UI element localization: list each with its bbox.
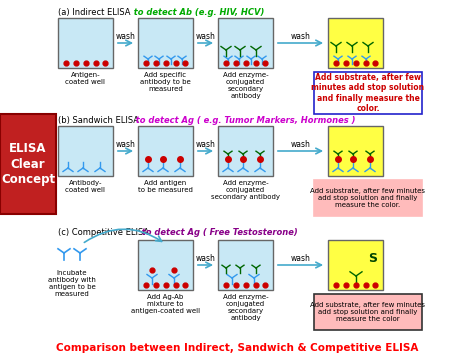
Text: wash: wash — [116, 32, 136, 41]
Text: Antigen-
coated well: Antigen- coated well — [65, 72, 106, 85]
Text: Antibody-
coated well: Antibody- coated well — [65, 180, 106, 193]
Bar — [328, 126, 383, 176]
Text: Add substrate, after few minutes
add stop solution and finally
measure the color: Add substrate, after few minutes add sto… — [310, 302, 426, 322]
Text: to detect Ab (e.g. HIV, HCV): to detect Ab (e.g. HIV, HCV) — [128, 8, 264, 17]
Text: (a) Indirect ELISA: (a) Indirect ELISA — [58, 8, 130, 17]
Text: wash: wash — [291, 32, 310, 41]
Text: to detect Ag ( e.g. Tumor Markers, Hormones ): to detect Ag ( e.g. Tumor Markers, Hormo… — [130, 116, 356, 125]
Text: Add enzyme-
conjugated
secondary
antibody: Add enzyme- conjugated secondary antibod… — [223, 72, 268, 99]
Text: Add specific
antibody to be
measured: Add specific antibody to be measured — [140, 72, 191, 92]
Bar — [0, 114, 56, 214]
Text: Add substrate, after few
minutes add stop solution
and finally measure the
color: Add substrate, after few minutes add sto… — [311, 73, 425, 113]
Bar — [58, 18, 113, 68]
Text: to detect Ag ( Free Testosterone): to detect Ag ( Free Testosterone) — [136, 228, 298, 237]
Text: Incubate
antibody with
antigen to be
measured: Incubate antibody with antigen to be mea… — [48, 270, 96, 297]
Bar — [138, 240, 193, 290]
Text: wash: wash — [196, 254, 216, 263]
Text: Add enzyme-
conjugated
secondary
antibody: Add enzyme- conjugated secondary antibod… — [223, 294, 268, 321]
Text: wash: wash — [116, 140, 136, 149]
Bar — [138, 18, 193, 68]
Bar — [58, 126, 113, 176]
Bar — [314, 72, 422, 114]
Text: wash: wash — [196, 140, 216, 149]
Bar — [314, 294, 422, 330]
Bar — [138, 126, 193, 176]
Text: Add Ag-Ab
mixture to
antigen-coated well: Add Ag-Ab mixture to antigen-coated well — [131, 294, 200, 314]
Bar — [328, 240, 383, 290]
Text: ELISA
Clear
Concept: ELISA Clear Concept — [1, 142, 55, 186]
Bar — [328, 18, 383, 68]
Text: Add enzyme-
conjugated
secondary antibody: Add enzyme- conjugated secondary antibod… — [211, 180, 280, 200]
Text: (c) Competitive ELISA: (c) Competitive ELISA — [58, 228, 149, 237]
Bar — [218, 126, 273, 176]
Bar — [314, 180, 422, 216]
Text: wash: wash — [291, 254, 310, 263]
Text: Comparison between Indirect, Sandwich & Competitive ELISA: Comparison between Indirect, Sandwich & … — [56, 343, 418, 353]
Bar — [218, 240, 273, 290]
Text: Add antigen
to be measured: Add antigen to be measured — [138, 180, 193, 193]
Text: wash: wash — [291, 140, 310, 149]
Text: Add substrate, after few minutes
add stop solution and finally
measure the color: Add substrate, after few minutes add sto… — [310, 188, 426, 208]
Text: S: S — [368, 252, 377, 265]
Text: wash: wash — [196, 32, 216, 41]
Text: (b) Sandwich ELISA: (b) Sandwich ELISA — [58, 116, 139, 125]
Bar — [218, 18, 273, 68]
